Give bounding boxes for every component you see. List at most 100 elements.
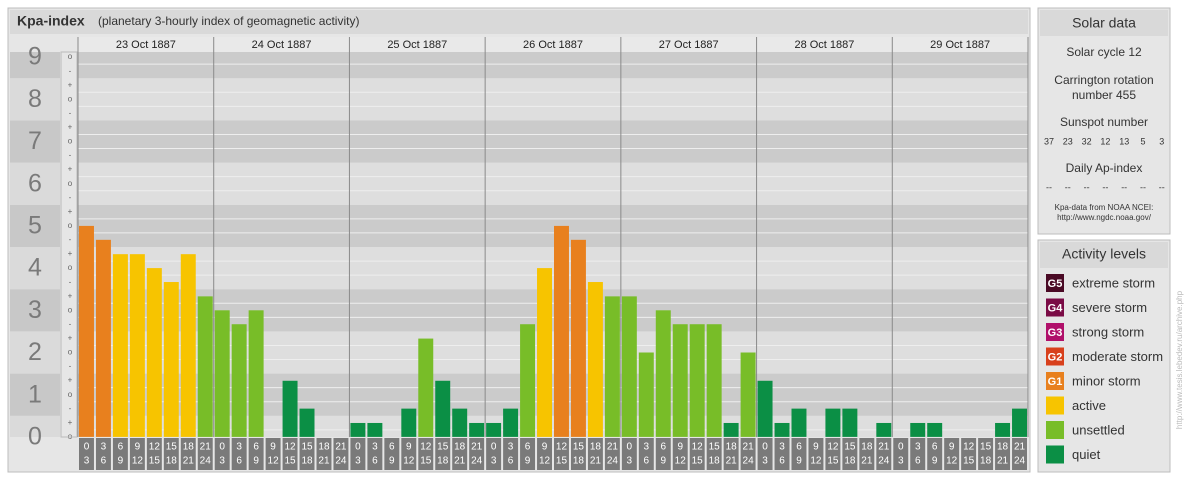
bar xyxy=(537,268,552,437)
x-tick-label: 3 xyxy=(101,442,107,453)
bar xyxy=(655,310,671,437)
x-tick-box xyxy=(774,438,790,470)
x-tick-label: 6 xyxy=(101,456,107,467)
bar xyxy=(1012,408,1027,437)
sub-tick-label: o xyxy=(68,305,73,314)
y-band-label xyxy=(10,415,60,437)
bar xyxy=(876,422,892,437)
bar xyxy=(180,254,196,437)
bar xyxy=(282,380,298,437)
x-tick-label: 24 xyxy=(471,456,483,467)
bar xyxy=(723,422,739,437)
y-band-label xyxy=(10,331,60,374)
bar xyxy=(214,310,230,437)
y-band-label xyxy=(10,289,60,332)
x-tick-label: 9 xyxy=(949,442,955,453)
sunspot-number: 23 xyxy=(1063,136,1073,146)
x-tick-label: 0 xyxy=(219,442,225,453)
x-tick-label: 12 xyxy=(675,456,687,467)
x-tick-label: 18 xyxy=(997,442,1009,453)
sub-tick-label: o xyxy=(68,348,73,357)
x-tick-label: 15 xyxy=(980,442,992,453)
bar xyxy=(587,282,603,437)
x-tick-label: 6 xyxy=(372,456,378,467)
x-tick-label: 15 xyxy=(166,442,178,453)
sunspot-number: 32 xyxy=(1082,136,1092,146)
level-label: severe storm xyxy=(1072,300,1147,315)
x-tick-box xyxy=(808,438,824,470)
x-tick-label: 15 xyxy=(301,442,313,453)
x-tick-box xyxy=(672,438,688,470)
y-band xyxy=(78,162,1028,205)
x-tick-label: 0 xyxy=(898,442,904,453)
sub-tick-label: - xyxy=(69,193,72,202)
y-tick-label: 3 xyxy=(28,296,42,324)
ap-value: -- xyxy=(1046,182,1052,192)
y-tick-label: 9 xyxy=(28,43,42,71)
x-tick-label: 9 xyxy=(677,442,683,453)
bar xyxy=(79,225,94,437)
sunspot-number: 3 xyxy=(1159,136,1164,146)
source: Kpa-data from NOAA NCEI: xyxy=(1055,203,1154,212)
bar xyxy=(350,422,366,437)
y-tick-label: 0 xyxy=(28,423,42,451)
day-label: 26 Oct 1887 xyxy=(523,39,583,51)
x-tick-label: 24 xyxy=(607,456,619,467)
bar xyxy=(418,338,434,437)
x-tick-box xyxy=(248,438,264,470)
x-tick-box xyxy=(79,438,94,470)
x-tick-label: 12 xyxy=(946,456,958,467)
x-tick-label: 21 xyxy=(590,456,602,467)
bar xyxy=(197,296,213,437)
level-swatch xyxy=(1046,274,1064,292)
x-tick-label: 6 xyxy=(118,442,124,453)
x-tick-box xyxy=(621,438,637,470)
x-tick-label: 18 xyxy=(166,456,178,467)
bar xyxy=(486,422,502,437)
bar xyxy=(112,254,128,437)
x-tick-label: 18 xyxy=(454,442,466,453)
x-tick-box xyxy=(554,438,569,470)
bar xyxy=(825,408,841,437)
x-tick-label: 18 xyxy=(318,442,330,453)
bar xyxy=(774,422,790,437)
x-tick-label: 9 xyxy=(525,456,531,467)
level-label: quiet xyxy=(1072,447,1101,462)
bar xyxy=(740,352,756,437)
side-url: http://www.tesis.lebedev.ru/archive.php xyxy=(1175,290,1184,429)
x-tick-label: 3 xyxy=(779,442,785,453)
x-tick-box xyxy=(995,438,1011,470)
x-tick-label: 21 xyxy=(997,456,1009,467)
x-tick-label: 3 xyxy=(372,442,378,453)
x-tick-box xyxy=(791,438,807,470)
x-tick-label: 15 xyxy=(573,442,585,453)
y-band-label xyxy=(10,204,60,247)
x-tick-label: 21 xyxy=(318,456,330,467)
x-tick-label: 15 xyxy=(709,442,721,453)
sub-tick-label: o xyxy=(68,52,73,61)
level-code: G5 xyxy=(1048,278,1063,290)
x-tick-box xyxy=(842,438,858,470)
sub-tick-label: + xyxy=(68,207,73,216)
x-tick-box xyxy=(927,438,943,470)
x-tick-label: 21 xyxy=(471,442,483,453)
x-tick-box xyxy=(197,438,213,470)
x-tick-label: 0 xyxy=(627,442,633,453)
chart-title: Kpa-index xyxy=(17,13,85,29)
x-tick-label: 6 xyxy=(779,456,785,467)
y-band xyxy=(78,415,1028,437)
sub-tick-label: o xyxy=(68,179,73,188)
bar xyxy=(689,324,705,437)
levels-title-bar xyxy=(1040,242,1168,268)
x-tick-label: 3 xyxy=(491,456,497,467)
sunspot-number: 5 xyxy=(1140,136,1145,146)
x-tick-label: 9 xyxy=(813,442,819,453)
x-tick-label: 15 xyxy=(692,456,704,467)
x-tick-label: 15 xyxy=(149,456,161,467)
y-band xyxy=(78,120,1028,163)
x-tick-box xyxy=(384,438,400,470)
y-tick-label: 2 xyxy=(28,338,42,366)
bar xyxy=(706,324,722,437)
x-tick-label: 9 xyxy=(270,442,276,453)
x-tick-label: 3 xyxy=(219,456,225,467)
